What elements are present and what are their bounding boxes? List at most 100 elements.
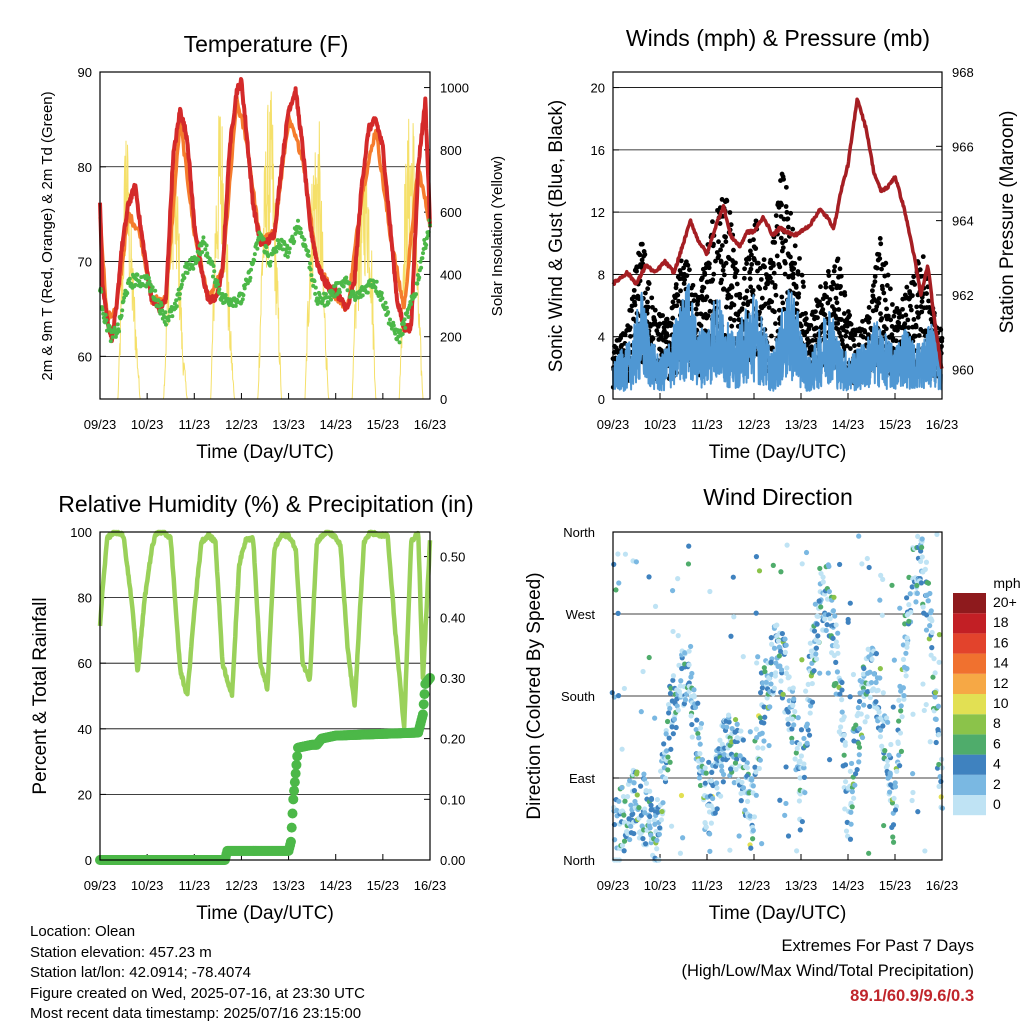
direction-point bbox=[770, 562, 776, 568]
dewpoint-point bbox=[107, 324, 112, 329]
direction-point bbox=[758, 690, 764, 696]
left-axis-tick-label: 60 bbox=[78, 349, 92, 364]
gust-point bbox=[883, 326, 889, 332]
x-tick-label: 12/23 bbox=[225, 878, 258, 893]
direction-point bbox=[632, 798, 638, 805]
direction-point bbox=[750, 836, 756, 842]
gust-point bbox=[668, 321, 674, 327]
temperature-left-ylabel: 2m & 9m T (Red, Orange) & 2m Td (Green) bbox=[39, 91, 56, 380]
direction-point bbox=[799, 657, 805, 663]
gust-point bbox=[916, 333, 922, 338]
direction-point bbox=[900, 656, 907, 663]
gust-point bbox=[657, 321, 663, 327]
direction-point bbox=[681, 701, 687, 707]
direction-point bbox=[751, 814, 758, 820]
precip-point bbox=[286, 822, 297, 833]
direction-point bbox=[898, 708, 904, 714]
gust-point bbox=[891, 313, 897, 319]
dewpoint-point bbox=[170, 314, 175, 319]
gust-point bbox=[718, 247, 723, 253]
direction-point bbox=[744, 765, 750, 771]
gust-point bbox=[685, 262, 691, 268]
direction-point bbox=[837, 724, 844, 730]
direction-point bbox=[621, 685, 628, 692]
plot-border bbox=[612, 531, 943, 861]
gust-point bbox=[842, 292, 848, 298]
direction-point bbox=[925, 598, 931, 604]
direction-point bbox=[755, 654, 761, 660]
dewpoint-point bbox=[119, 313, 124, 318]
gust-point bbox=[761, 257, 767, 263]
direction-point bbox=[873, 651, 880, 657]
precip-point bbox=[292, 751, 303, 762]
direction-point bbox=[675, 707, 681, 713]
gust-point bbox=[796, 294, 801, 300]
dewpoint-point bbox=[384, 305, 389, 310]
direction-point bbox=[783, 800, 789, 807]
gust-point bbox=[881, 329, 886, 335]
gust-point bbox=[838, 334, 844, 339]
x-tick-label: 16/23 bbox=[414, 878, 447, 893]
direction-point bbox=[901, 696, 907, 702]
gust-point bbox=[642, 252, 648, 257]
direction-point bbox=[797, 758, 803, 764]
left-axis-tick-label: 60 bbox=[78, 656, 92, 671]
gust-point bbox=[772, 240, 778, 245]
direction-point bbox=[807, 640, 813, 646]
direction-point bbox=[670, 673, 677, 679]
direction-point bbox=[696, 735, 702, 741]
direction-point bbox=[896, 718, 902, 724]
direction-point bbox=[835, 650, 841, 656]
gust-point bbox=[710, 277, 716, 283]
direction-point bbox=[620, 793, 627, 800]
extremes-values: 89.1/60.9/9.6/0.3 bbox=[850, 987, 974, 1005]
right-axis-tick-label: 968 bbox=[952, 65, 974, 80]
direction-point bbox=[842, 779, 849, 785]
direction-point bbox=[755, 745, 761, 751]
gust-point bbox=[866, 315, 872, 321]
legend-label: 14 bbox=[993, 655, 1009, 671]
legend-label: 0 bbox=[993, 796, 1001, 812]
direction-point bbox=[682, 697, 689, 703]
direction-point bbox=[898, 703, 904, 709]
direction-point bbox=[702, 780, 708, 786]
gust-point bbox=[838, 273, 844, 279]
gust-point bbox=[747, 276, 753, 282]
gust-point bbox=[881, 290, 887, 296]
direction-point bbox=[853, 771, 859, 777]
gust-point bbox=[912, 282, 918, 287]
direction-point bbox=[927, 590, 933, 597]
legend-swatch bbox=[953, 714, 986, 735]
direction-point bbox=[823, 627, 829, 634]
precip-point bbox=[287, 808, 298, 819]
dewpoint-point bbox=[274, 249, 279, 254]
direction-point bbox=[856, 759, 862, 765]
direction-point bbox=[714, 785, 720, 791]
direction-point bbox=[801, 774, 808, 780]
x-tick-label: 15/23 bbox=[367, 417, 400, 432]
direction-point bbox=[920, 681, 926, 687]
dewpoint-point bbox=[203, 247, 208, 252]
direction-point bbox=[697, 751, 703, 757]
direction-point bbox=[849, 789, 855, 795]
precip-point bbox=[291, 759, 302, 770]
direction-point bbox=[799, 561, 805, 567]
direction-point bbox=[856, 744, 863, 750]
direction-point bbox=[753, 726, 760, 732]
dewpoint-point bbox=[408, 302, 413, 307]
direction-point bbox=[641, 771, 647, 777]
humidity-left-ylabel: Percent & Total Rainfall bbox=[30, 597, 51, 794]
x-tick-label: 13/23 bbox=[785, 878, 818, 893]
gust-point bbox=[827, 297, 833, 302]
legend-label: 8 bbox=[993, 715, 1001, 731]
gust-point bbox=[885, 313, 891, 319]
dewpoint-point bbox=[268, 259, 273, 264]
dewpoint-point bbox=[146, 275, 151, 280]
direction-point bbox=[842, 762, 849, 768]
dewpoint-point bbox=[252, 252, 257, 257]
winds-panel: Winds (mph) & Pressure (mb) 09/23 10/23 11/… bbox=[546, 25, 1018, 463]
gust-point bbox=[865, 332, 871, 337]
direction-point bbox=[767, 704, 773, 710]
x-tick-label: 15/23 bbox=[879, 417, 912, 432]
gust-point bbox=[825, 300, 831, 306]
